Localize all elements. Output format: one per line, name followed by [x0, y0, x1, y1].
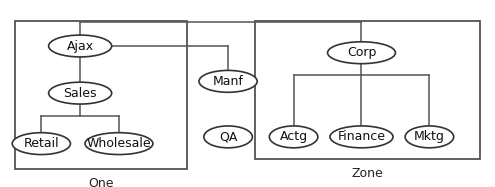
- Text: One: One: [88, 177, 113, 187]
- Ellipse shape: [204, 126, 252, 148]
- Text: Ajax: Ajax: [67, 39, 94, 53]
- Ellipse shape: [85, 133, 153, 154]
- Ellipse shape: [405, 126, 453, 148]
- Ellipse shape: [12, 133, 70, 154]
- Text: Retail: Retail: [24, 137, 59, 150]
- Ellipse shape: [269, 126, 318, 148]
- Ellipse shape: [49, 82, 112, 104]
- Ellipse shape: [199, 70, 257, 92]
- Text: Sales: Sales: [63, 87, 97, 100]
- Text: Wholesale: Wholesale: [87, 137, 151, 150]
- Text: Finance: Finance: [338, 130, 386, 143]
- Text: Actg: Actg: [280, 130, 308, 143]
- Ellipse shape: [330, 126, 393, 148]
- Text: Manf: Manf: [213, 75, 244, 88]
- Ellipse shape: [328, 42, 396, 64]
- Text: Mktg: Mktg: [414, 130, 445, 143]
- Text: Zone: Zone: [351, 167, 384, 180]
- Text: QA: QA: [219, 130, 237, 143]
- Ellipse shape: [49, 35, 112, 57]
- Text: Corp: Corp: [347, 46, 376, 59]
